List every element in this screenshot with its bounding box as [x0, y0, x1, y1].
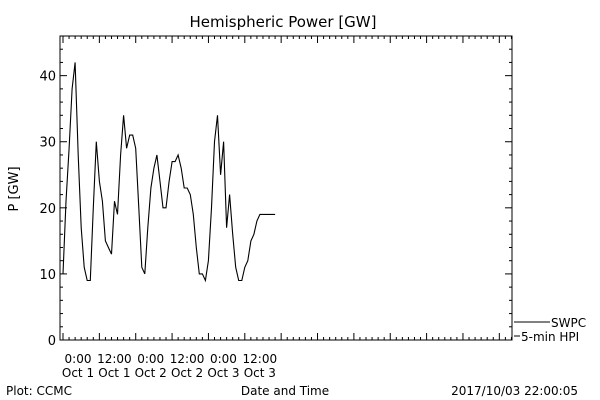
- footer-timestamp: 2017/10/03 22:00:05: [451, 384, 578, 398]
- y-tick-label: 40: [39, 70, 56, 85]
- x-tick-label-date: Oct 1: [98, 366, 130, 380]
- y-tick-label: 0: [48, 334, 56, 349]
- legend-label-5-min-hpi: 5-min HPI: [521, 330, 579, 344]
- chart-title: Hemispheric Power [GW]: [190, 13, 377, 31]
- x-tick-label-date: Oct 3: [244, 366, 276, 380]
- y-tick-label: 10: [39, 268, 56, 283]
- legend: SWPC 5-min HPI: [514, 316, 586, 344]
- x-tick-label-time: 0:00: [137, 352, 164, 366]
- y-tick-label: 30: [39, 136, 56, 151]
- x-tick-label-date: Oct 2: [135, 366, 167, 380]
- x-tick-label-time: 12:00: [97, 352, 132, 366]
- y-axis: 0 10 20 30 40: [39, 48, 512, 349]
- legend-label-swpc: SWPC: [551, 316, 586, 330]
- y-tick-label: 20: [39, 202, 56, 217]
- x-tick-label-time: 0:00: [65, 352, 92, 366]
- x-tick-label-time: 12:00: [170, 352, 205, 366]
- x-tick-label-time: 12:00: [243, 352, 278, 366]
- footer-credit: Plot: CCMC: [6, 384, 72, 398]
- x-tick-label-date: Oct 3: [207, 366, 239, 380]
- x-tick-label-date: Oct 2: [171, 366, 203, 380]
- y-axis-label: P [GW]: [7, 166, 22, 211]
- series-line-5-min-hpi: [62, 62, 276, 283]
- plot-frame: [59, 35, 513, 341]
- x-tick-label-time: 0:00: [210, 352, 237, 366]
- x-axis-label: Date and Time: [241, 384, 329, 398]
- x-tick-label-date: Oct 1: [62, 366, 94, 380]
